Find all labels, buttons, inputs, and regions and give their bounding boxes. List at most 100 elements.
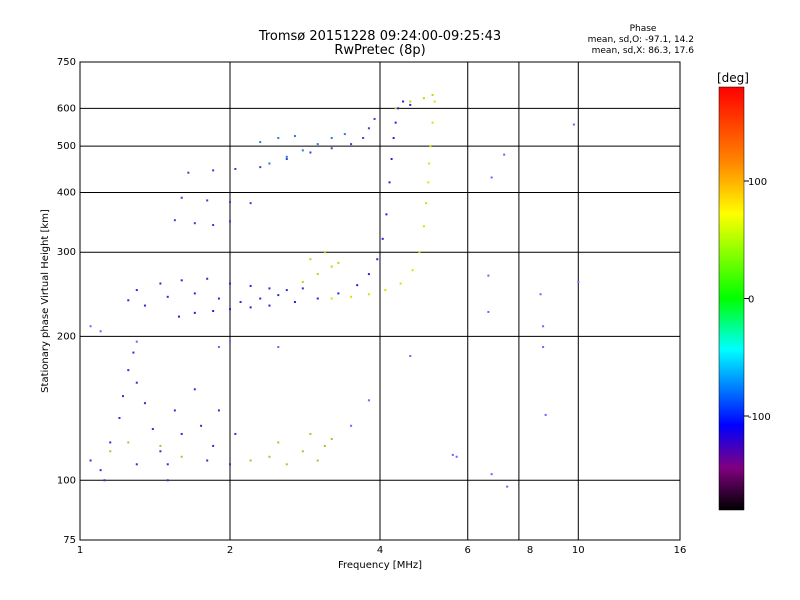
echo-point: [425, 202, 428, 205]
echo-point: [330, 137, 333, 140]
echo-point: [409, 100, 412, 103]
echo-point: [487, 310, 490, 313]
x-axis-label: Frequency [MHz]: [338, 560, 422, 571]
echo-point: [109, 450, 112, 453]
y-tick-label: 100: [57, 475, 76, 486]
echo-point: [337, 261, 340, 264]
chart-subtitle: RwPretec (8p): [334, 43, 425, 58]
y-axis-label: Stationary phase Virtual Height [km]: [40, 209, 51, 393]
echo-point: [330, 297, 333, 300]
echo-point: [356, 284, 359, 287]
y-tick-label: 400: [57, 187, 76, 198]
echo-point: [217, 346, 220, 349]
echo-point: [455, 455, 458, 458]
y-tick-label: 500: [57, 141, 76, 152]
echo-point: [330, 265, 333, 268]
echo-point: [490, 176, 493, 179]
echo-point: [127, 299, 130, 302]
x-tick-label: 8: [527, 545, 533, 556]
echo-point: [350, 143, 353, 146]
echo-point: [542, 346, 545, 349]
legend-line-x: mean, sd,X: 86.3, 17.6: [592, 46, 695, 56]
echo-point: [376, 258, 379, 261]
echo-point: [572, 123, 575, 126]
echo-points: [89, 93, 580, 488]
echo-point: [103, 479, 106, 482]
echo-point: [173, 219, 176, 222]
colorbar-label: [deg]: [717, 71, 749, 85]
echo-point: [367, 399, 370, 402]
legend-title: Phase: [630, 24, 657, 34]
echo-point: [277, 294, 280, 297]
echo-point: [503, 153, 506, 156]
echo-point: [577, 280, 580, 283]
colorbar-ticks: 100 0 -100: [744, 177, 771, 423]
echo-point: [330, 147, 333, 150]
echo-point: [301, 280, 304, 283]
echo-point: [206, 277, 209, 280]
echo-point: [212, 169, 215, 172]
echo-point: [127, 369, 130, 372]
echo-point: [385, 213, 388, 216]
echo-point: [429, 145, 432, 148]
echo-point: [487, 274, 490, 277]
echo-point: [249, 284, 252, 287]
echo-point: [409, 354, 412, 357]
echo-point: [166, 295, 169, 298]
echo-point: [394, 107, 397, 110]
echo-point: [293, 301, 296, 304]
echo-point: [277, 137, 280, 140]
echo-point: [394, 121, 397, 124]
x-tick-label: 10: [572, 545, 585, 556]
echo-point: [268, 455, 271, 458]
echo-point: [316, 297, 319, 300]
echo-point: [151, 428, 154, 431]
echo-point: [399, 282, 402, 285]
colorbar-tick-label: 0: [748, 295, 754, 306]
x-tick-label: 16: [674, 545, 687, 556]
echo-point: [422, 225, 425, 228]
echo-point: [206, 459, 209, 462]
echo-point: [135, 340, 138, 343]
echo-point: [542, 325, 545, 328]
echo-point: [99, 469, 102, 472]
x-tick-label: 4: [377, 545, 383, 556]
echo-point: [337, 292, 340, 295]
echo-point: [118, 416, 121, 419]
echo-point: [177, 315, 180, 318]
echo-point: [212, 224, 215, 227]
echo-point: [229, 282, 231, 285]
echo-point: [229, 220, 231, 223]
echo-point: [180, 196, 183, 199]
echo-point: [268, 287, 271, 290]
y-tick-label: 75: [63, 535, 76, 546]
echo-point: [285, 155, 288, 158]
echo-point: [388, 181, 391, 184]
echo-point: [180, 455, 183, 458]
echo-point: [166, 479, 169, 482]
echo-point: [285, 463, 288, 466]
echo-point: [217, 297, 220, 300]
echo-point: [343, 133, 346, 136]
legend-line-o: mean, sd,O: -97.1, 14.2: [588, 35, 694, 45]
y-tick-label: 300: [57, 247, 76, 258]
echo-point: [193, 388, 196, 391]
echo-point: [362, 137, 365, 140]
echo-point: [212, 310, 215, 313]
x-tick-label: 1: [77, 545, 83, 556]
echo-point: [212, 444, 215, 447]
echo-point: [234, 432, 237, 435]
echo-point: [259, 141, 262, 144]
echo-point: [411, 269, 414, 272]
echo-point: [490, 473, 493, 476]
echo-point: [193, 292, 196, 295]
echo-point: [217, 409, 220, 412]
echo-point: [239, 301, 242, 304]
echo-point: [367, 293, 370, 296]
echo-point: [99, 330, 102, 333]
echo-point: [309, 151, 312, 154]
echo-point: [200, 424, 203, 427]
echo-point: [330, 437, 333, 440]
echo-point: [159, 450, 162, 453]
